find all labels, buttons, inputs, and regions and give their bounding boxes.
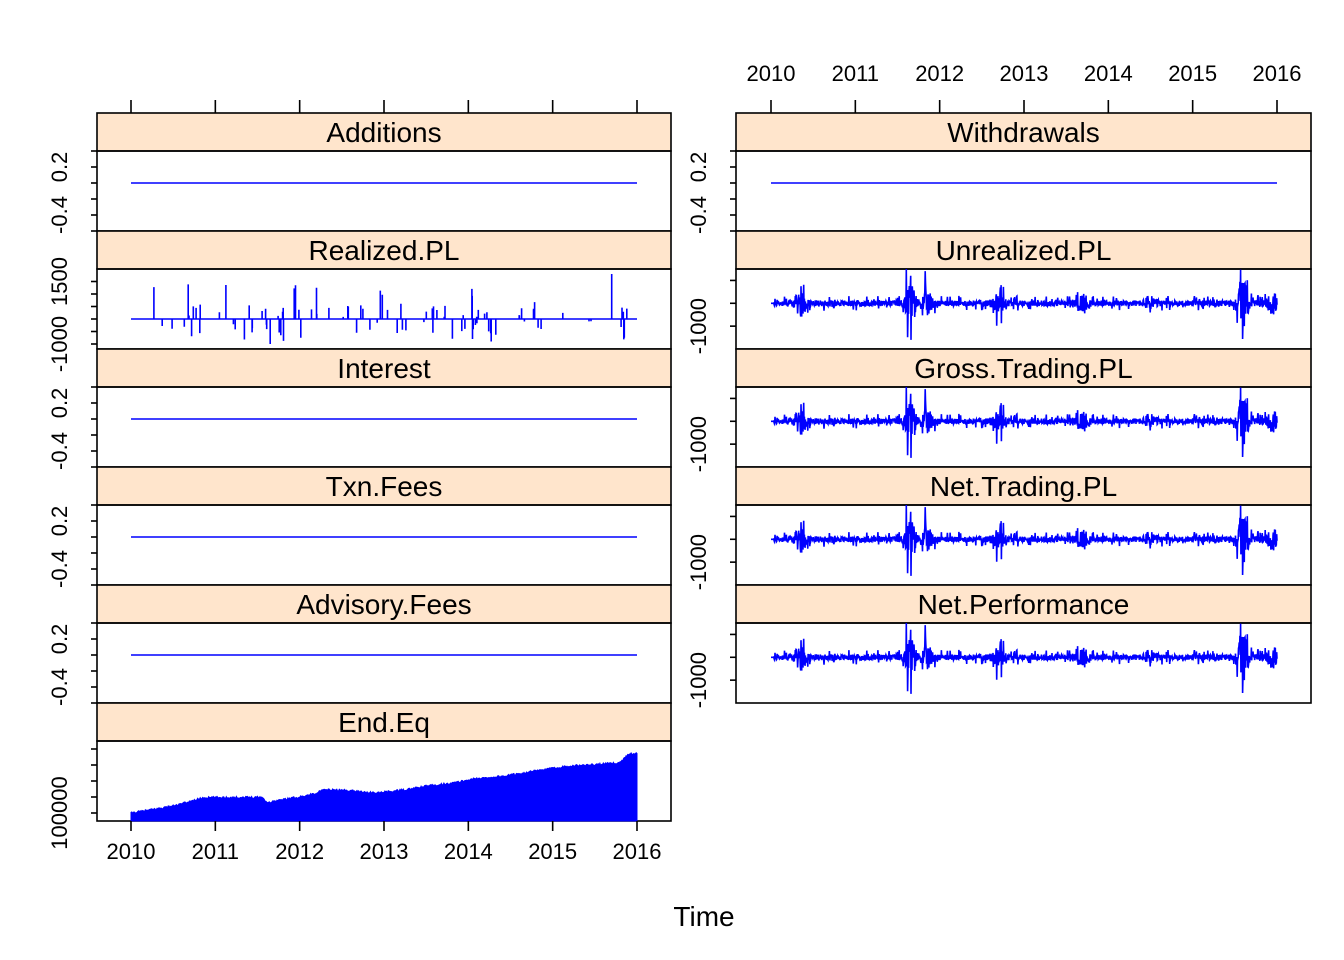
y-tick-label: -0.4 — [47, 550, 72, 588]
x-axis-title: Time — [673, 901, 734, 932]
y-tick-label: -1000 — [686, 534, 711, 590]
strip-net-trading-pl — [735, 466, 1312, 506]
bottom-x-axis: 2010 2011 2012 2013 2014 2015 2016 — [107, 821, 662, 864]
plot-frame-withdrawals — [735, 150, 1312, 232]
panel-realized-pl: Realized.PL -1000 1500 — [47, 230, 672, 372]
top-tick-label: 2016 — [1253, 61, 1302, 86]
strip-unrealized-pl — [735, 230, 1312, 270]
strip-label-unrealized-pl: Unrealized.PL — [936, 235, 1112, 266]
plot-frame-net-performance — [735, 622, 1312, 704]
top-tick-label: 2011 — [832, 61, 879, 86]
strip-net-performance — [735, 584, 1312, 624]
top-tick-label: 2013 — [1000, 61, 1049, 86]
strip-label-additions: Additions — [326, 117, 441, 148]
y-tick-label: -1000 — [47, 316, 72, 372]
y-tick-label: -0.4 — [686, 196, 711, 234]
panel-advisory-fees: Advisory.Fees -0.4 0.2 — [47, 584, 672, 706]
y-tick-label: 0.2 — [47, 506, 72, 537]
top-x-axis: 2010 2011 2012 2013 2014 2015 2016 — [130, 61, 1302, 113]
strip-interest — [96, 348, 672, 388]
bottom-tick-label: 2012 — [275, 839, 324, 864]
series-line-realized-pl — [131, 274, 637, 344]
panel-net-performance: Net.Performance -1000 — [686, 584, 1312, 708]
plot-frame-interest — [96, 386, 672, 468]
series-line-net-performance — [771, 622, 1278, 694]
bottom-tick-label: 2015 — [528, 839, 577, 864]
strip-end-eq — [96, 702, 672, 742]
strip-label-txn-fees: Txn.Fees — [326, 471, 443, 502]
strip-label-gross-trading-pl: Gross.Trading.PL — [914, 353, 1132, 384]
panel-unrealized-pl: Unrealized.PL -1000 — [686, 230, 1312, 354]
bottom-tick-label: 2014 — [444, 839, 493, 864]
series-line-net-trading-pl — [771, 504, 1278, 576]
series-line-gross-trading-pl — [771, 386, 1278, 458]
plot-frame-additions — [96, 150, 672, 232]
bottom-tick-label: 2010 — [107, 839, 156, 864]
panel-txn-fees: Txn.Fees -0.4 0.2 — [47, 466, 672, 588]
strip-label-net-trading-pl: Net.Trading.PL — [930, 471, 1117, 502]
y-tick-label: -1000 — [686, 416, 711, 472]
strip-additions — [96, 112, 672, 152]
y-tick-label: 0.2 — [47, 388, 72, 419]
panel-additions: Additions -0.4 0.2 — [47, 112, 672, 234]
y-tick-label: -0.4 — [47, 196, 72, 234]
plot-frame-advisory-fees — [96, 622, 672, 704]
strip-withdrawals — [735, 112, 1312, 152]
plot-frame-unrealized-pl — [735, 268, 1312, 350]
top-tick-label: 2014 — [1084, 61, 1133, 86]
strip-realized-pl — [96, 230, 672, 270]
strip-label-withdrawals: Withdrawals — [947, 117, 1099, 148]
y-tick-label: -0.4 — [47, 432, 72, 470]
y-tick-label: -0.4 — [47, 668, 72, 706]
right-panel-column: Withdrawals-0.40.2Unrealized.PL-1000Gros… — [686, 112, 1312, 708]
y-tick-label: -1000 — [686, 298, 711, 354]
strip-label-end-eq: End.Eq — [338, 707, 430, 738]
strip-label-interest: Interest — [337, 353, 431, 384]
y-tick-label: 100000 — [47, 776, 72, 849]
strip-txn-fees — [96, 466, 672, 506]
left-panel-column: Additions -0.4 0.2 Realized.PL -1000 1500 Inte… — [47, 112, 672, 850]
y-tick-label: 0.2 — [47, 152, 72, 183]
panel-withdrawals: Withdrawals -0.4 0.2 — [686, 112, 1312, 234]
bottom-tick-label: 2011 — [192, 839, 239, 864]
strip-label-realized-pl: Realized.PL — [309, 235, 460, 266]
series-area-end-eq — [130, 751, 638, 822]
y-tick-label: 0.2 — [47, 624, 72, 655]
strip-label-net-performance: Net.Performance — [918, 589, 1130, 620]
y-tick-label: 1500 — [47, 257, 72, 306]
panel-gross-trading-pl: Gross.Trading.PL -1000 — [686, 348, 1312, 472]
top-tick-label: 2010 — [747, 61, 796, 86]
plot-frame-net-trading-pl — [735, 504, 1312, 586]
plot-frame-txn-fees — [96, 504, 672, 586]
plot-frame-gross-trading-pl — [735, 386, 1312, 468]
panel-net-trading-pl: Net.Trading.PL -1000 — [686, 466, 1312, 590]
strip-label-advisory-fees: Advisory.Fees — [296, 589, 471, 620]
y-tick-label: 0.2 — [686, 152, 711, 183]
strip-advisory-fees — [96, 584, 672, 624]
plot-frame-realized-pl — [96, 268, 672, 350]
top-tick-label: 2015 — [1168, 61, 1217, 86]
top-tick-label: 2012 — [915, 61, 964, 86]
panel-end-eq: End.Eq 100000 — [47, 702, 672, 850]
series-line-unrealized-pl — [771, 268, 1278, 340]
bottom-tick-label: 2013 — [360, 839, 409, 864]
panel-interest: Interest -0.4 0.2 — [47, 348, 672, 470]
bottom-tick-label: 2016 — [613, 839, 662, 864]
y-tick-label: -1000 — [686, 652, 711, 708]
strip-gross-trading-pl — [735, 348, 1312, 388]
